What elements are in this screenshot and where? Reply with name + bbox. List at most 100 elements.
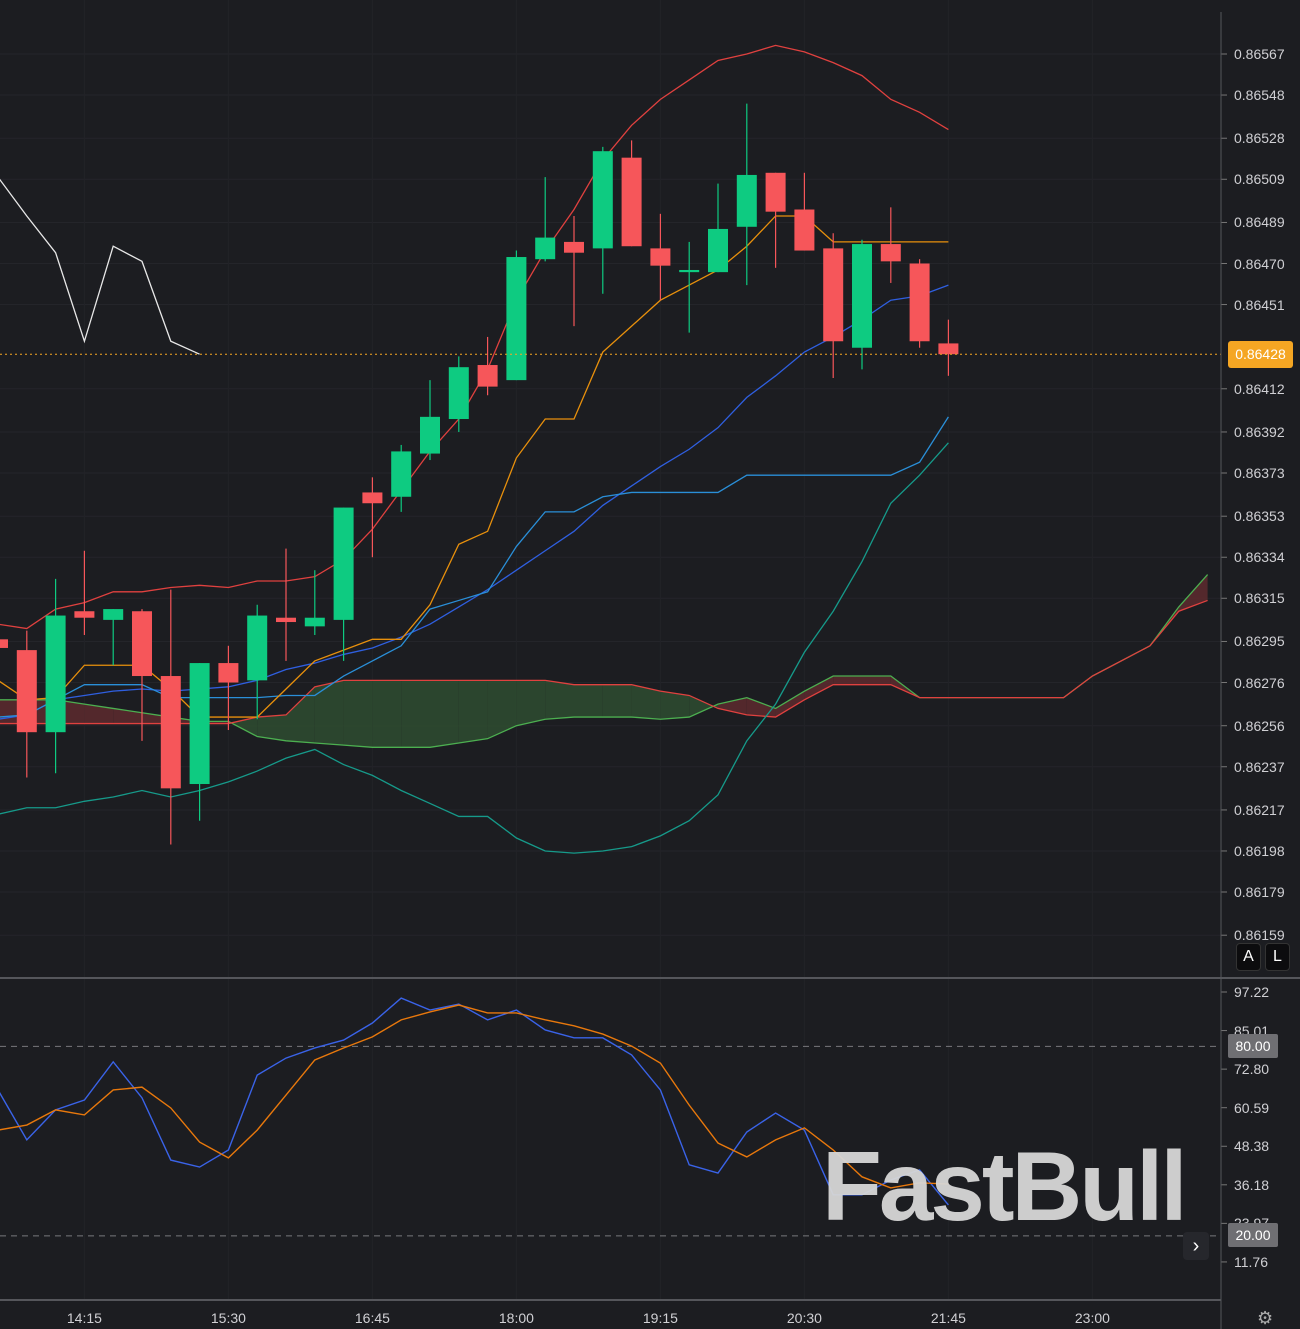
bb-lower-line [0,442,949,854]
cloud-segment [660,691,690,720]
candle-body-down [218,663,239,683]
cloud-segment [516,680,546,726]
candle-body-down [765,172,786,212]
price-tick-label: 0.86353 [1234,508,1285,525]
candle-body-up [592,151,613,249]
candle-body-down [132,611,152,677]
price-tick-label: 0.86256 [1234,717,1285,734]
price-tick-label: 0.86315 [1234,590,1285,607]
price-tick-label: 0.86489 [1234,214,1285,231]
fastbull-watermark: FastBull [822,1131,1188,1241]
price-tick-label: 0.86198 [1234,842,1285,859]
price-tick-label: 0.86373 [1234,465,1285,481]
stoch-k-line [0,997,949,1206]
stochastic-pane [0,997,1221,1237]
candle-body-down [621,157,642,247]
cloud-segment [631,684,661,720]
candle-body-down [880,244,901,262]
stoch-tick-label: 97.22 [1234,984,1270,1000]
candle-body-up [708,228,728,273]
candle-body-up [535,237,556,260]
cloud-segment [458,680,488,743]
bb-middle-line [0,284,949,720]
price-tick-label: 0.86159 [1234,927,1285,944]
stoch-tick-label: 11.76 [1234,1253,1268,1270]
stoch-tick-label: 48.38 [1234,1138,1270,1155]
last-price-label: 0.86428 [1228,341,1293,368]
cloud-segment [602,684,632,718]
time-tick-label: 18:00 [498,1310,534,1326]
candle-body-down [823,248,844,342]
candle-body-up [852,244,872,348]
price-tick-label: 0.86509 [1234,171,1285,188]
time-tick-label: 19:15 [642,1310,678,1326]
price-tick-label: 0.86548 [1234,87,1285,104]
chikou-line [0,178,200,355]
candle-body-down [564,241,584,253]
candle-body-up [103,609,124,620]
price-tick-label: 0.86334 [1234,549,1285,566]
price-tick-label: 0.86567 [1234,46,1285,62]
candle-body-down [362,492,383,504]
time-tick-label: 16:45 [354,1310,390,1326]
candle-body-up [679,269,700,273]
time-tick-label: 23:00 [1074,1310,1110,1326]
time-tick-label: 20:30 [786,1310,822,1326]
price-tick-label: 0.86392 [1234,423,1285,440]
cloud-segment [833,676,862,685]
price-tick-label: 0.86528 [1234,130,1285,147]
candle-body-up [506,257,527,381]
candle-body-down [909,263,930,342]
time-tick-label: 21:45 [930,1310,966,1326]
tenkan-line [0,215,949,718]
cloud-segment [775,691,805,718]
candle-body-up [304,617,325,627]
price-tick-label: 0.86451 [1234,296,1285,313]
bb-upper-line [0,44,949,630]
candle-body-down [74,611,95,618]
gear-icon[interactable]: ⚙ [1257,1308,1274,1328]
cloud-segment [257,714,286,741]
stoch-tick-label: 36.18 [1234,1176,1270,1193]
scroll-to-latest-button[interactable]: › [1183,1232,1209,1260]
cloud-segment [314,680,344,746]
candle-body-down [16,650,37,733]
cloud-segment [804,676,834,700]
cloud-segment [286,686,315,743]
cloud-segment [545,680,574,720]
level-20-label: 20.00 [1228,1223,1278,1247]
candle-body-down [0,639,8,648]
cloud-segment [84,704,114,724]
cloud-segment [401,680,430,748]
candle-body-down [477,365,498,387]
cloud-segment [689,695,718,718]
candles [0,103,1221,845]
grid [1221,53,1227,1263]
kijun-line [0,416,949,718]
price-tick-label: 0.86295 [1234,633,1285,650]
price-tick-label: 0.86276 [1234,674,1285,691]
candle-body-up [189,663,210,785]
cloud-segment [1178,574,1208,612]
cloud-segment [343,680,373,748]
price-tick-label: 0.86412 [1234,380,1285,397]
stoch-tick-label: 72.80 [1234,1061,1270,1078]
price-tick-label: 0.86179 [1234,884,1285,900]
cloud-segment [862,676,891,685]
stoch-d-line [0,1004,949,1189]
price-tick-label: 0.86237 [1234,758,1285,775]
candle-body-down [794,209,815,251]
auto-scale-button[interactable]: A [1236,943,1261,971]
candle-body-down [160,676,181,789]
stoch-tick-label: 60.59 [1234,1099,1270,1116]
cloud-segment [372,680,402,748]
candle-body-up [45,615,66,733]
candle-body-up [247,615,268,681]
candle-body-up [420,416,440,454]
candle-body-down [276,617,296,623]
log-scale-button[interactable]: L [1265,943,1290,971]
cloud-segment [574,684,603,718]
ichimoku-cloud [0,574,1209,748]
candle-body-down [938,343,959,355]
